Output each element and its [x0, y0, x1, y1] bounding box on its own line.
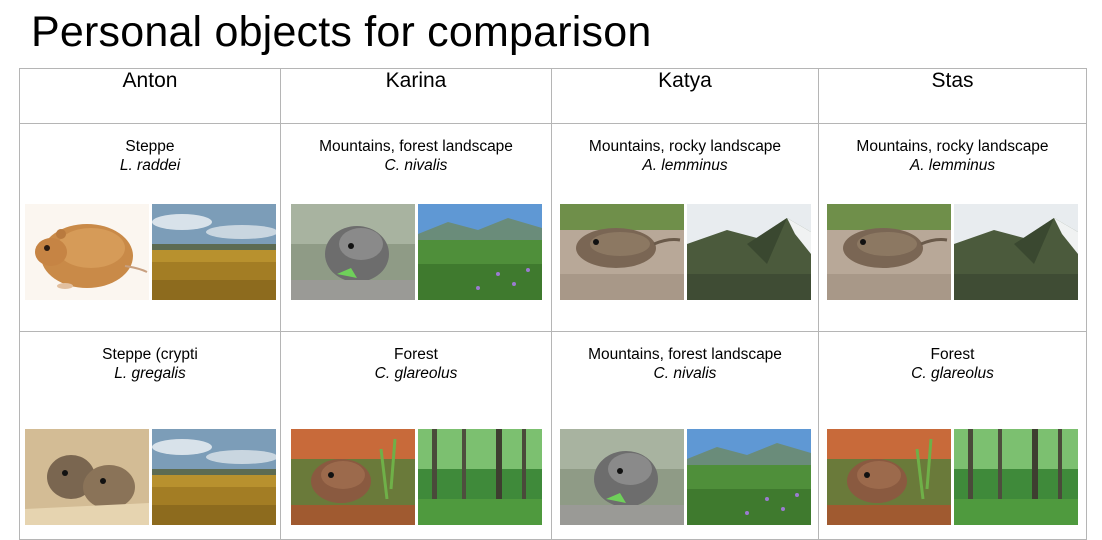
table-cell: Mountains, forest landscape C. nivalis [280, 123, 552, 332]
habitat-label: Mountains, forest landscape [319, 138, 513, 155]
species-label: C. glareolus [374, 365, 458, 382]
table-row: Steppe L. raddei Mountains, forest lands… [19, 123, 1087, 332]
forest-photo [954, 429, 1078, 525]
species-label: L. gregalis [114, 365, 186, 382]
mountain-meadow-photo [417, 204, 542, 300]
species-label: C. nivalis [384, 157, 448, 174]
habitat-label: Steppe (crypti [102, 346, 198, 363]
species-label: A. lemminus [909, 157, 996, 174]
species-label: C. nivalis [653, 365, 717, 382]
header-row: Anton Karina Katya Stas [19, 68, 1087, 124]
steppe-lemming-photo [24, 204, 149, 300]
table-cell: Mountains, rocky landscape A. lemminus [551, 123, 819, 332]
snow-vole-photo [559, 429, 684, 525]
table-cell: Mountains, rocky landscape A. lemminus [818, 123, 1087, 332]
habitat-label: Mountains, rocky landscape [856, 138, 1049, 155]
habitat-label: Mountains, rocky landscape [588, 138, 782, 155]
species-label: L. raddei [119, 157, 181, 174]
table-cell: Mountains, forest landscape C. nivalis [551, 331, 819, 540]
comparison-table: Anton Karina Katya Stas Steppe L. raddei… [19, 68, 1087, 540]
habitat-label: Steppe [125, 138, 175, 155]
steppe-landscape-photo [151, 204, 276, 300]
mountain-meadow-photo [686, 429, 811, 525]
table-cell: Forest C. glareolus [280, 331, 552, 540]
column-header-karina: Karina [280, 68, 552, 124]
species-label: A. lemminus [642, 157, 728, 174]
table-cell: Steppe L. raddei [19, 123, 281, 332]
forest-photo [417, 429, 542, 525]
snow-vole-photo [290, 204, 415, 300]
table-cell: Steppe (crypti L. gregalis [19, 331, 281, 540]
species-label: C. glareolus [911, 365, 994, 382]
rock-vole-photo [559, 204, 684, 300]
steppe-landscape-photo [151, 429, 276, 525]
bank-vole-photo [827, 429, 951, 525]
rock-vole-photo [827, 204, 951, 300]
page-title: Personal objects for comparison [31, 8, 652, 56]
habitat-label: Forest [930, 346, 975, 363]
narrow-headed-vole-photo [24, 429, 149, 525]
rocky-mountain-photo [686, 204, 811, 300]
habitat-label: Forest [394, 346, 438, 363]
column-header-anton: Anton [19, 68, 281, 124]
column-header-katya: Katya [551, 68, 819, 124]
bank-vole-photo [290, 429, 415, 525]
habitat-label: Mountains, forest landscape [588, 346, 782, 363]
rocky-mountain-photo [954, 204, 1078, 300]
column-header-stas: Stas [818, 68, 1087, 124]
table-cell: Forest C. glareolus [818, 331, 1087, 540]
table-row: Steppe (crypti L. gregalis Forest C. gla… [19, 331, 1087, 540]
